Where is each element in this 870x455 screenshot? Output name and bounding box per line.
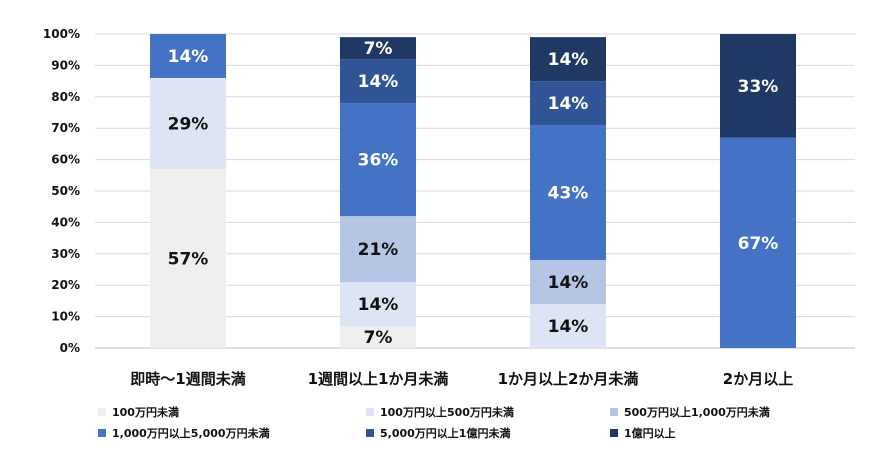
legend-label: 500万円以上1,000万円未満: [624, 405, 770, 419]
y-tick-label: 10%: [51, 310, 80, 324]
y-tick-label: 50%: [51, 184, 80, 198]
legend-label: 1,000万円以上5,000万円未満: [112, 426, 270, 440]
bar-segment: [720, 137, 796, 348]
data-label: 14%: [168, 47, 209, 67]
legend-label: 1億円以上: [624, 426, 676, 440]
data-label: 14%: [548, 50, 589, 70]
bar-segment: [530, 125, 606, 261]
x-category-label: 2か月以上: [723, 370, 793, 388]
bar-segment: [720, 34, 796, 138]
bar-segment: [340, 216, 416, 283]
legend-swatch: [366, 408, 374, 416]
bar-segment: [340, 37, 416, 60]
data-label: 29%: [168, 114, 209, 134]
bar-segment: [340, 326, 416, 348]
bar-segment: [530, 81, 606, 126]
x-category-label: 即時～1週間未満: [130, 370, 245, 388]
y-tick-label: 20%: [51, 278, 80, 292]
x-category-label: 1週間以上1か月未満: [308, 370, 449, 388]
y-tick-label: 60%: [51, 153, 80, 167]
bar-segment: [530, 304, 606, 348]
data-label: 14%: [548, 94, 589, 114]
y-tick-label: 40%: [51, 215, 80, 229]
bar-segment: [530, 37, 606, 82]
bars: [150, 34, 796, 348]
legend-label: 100万円未満: [112, 405, 179, 419]
data-label: 14%: [548, 317, 589, 337]
y-axis-ticks: 0% 10% 20% 30% 40% 50% 60% 70% 80% 90% 100%: [43, 27, 80, 355]
data-label: 33%: [738, 77, 779, 97]
data-label: 14%: [548, 273, 589, 293]
data-label: 7%: [364, 328, 393, 348]
bar-segment: [340, 103, 416, 217]
data-label: 7%: [364, 39, 393, 59]
y-tick-label: 90%: [51, 58, 80, 72]
data-label: 67%: [738, 234, 779, 254]
x-category-label: 1か月以上2か月未満: [498, 370, 639, 388]
bar-segment: [150, 34, 226, 78]
bar-segment: [150, 169, 226, 348]
data-label: 21%: [358, 240, 399, 260]
y-tick-label: 70%: [51, 121, 80, 135]
y-tick-label: 80%: [51, 90, 80, 104]
legend-swatch: [366, 429, 374, 437]
legend-swatch: [610, 429, 618, 437]
legend-label: 100万円以上500万円未満: [380, 405, 514, 419]
legend-swatch: [98, 429, 106, 437]
legend-swatch: [610, 408, 618, 416]
data-label: 43%: [548, 184, 589, 204]
legend-label: 5,000万円以上1億円未満: [380, 426, 510, 440]
x-axis-categories: 即時～1週間未満 1週間以上1か月未満 1か月以上2か月未満 2か月以上: [130, 370, 793, 388]
bar-segment: [150, 77, 226, 170]
legend-swatch: [98, 408, 106, 416]
legend: 100万円未満 100万円以上500万円未満 500万円以上1,000万円未満 1,0…: [98, 405, 770, 440]
data-label: 36%: [358, 151, 399, 171]
data-label: 14%: [358, 295, 399, 315]
bar-segment: [340, 59, 416, 104]
bar-segment: [530, 260, 606, 305]
y-tick-label: 30%: [51, 247, 80, 261]
data-labels: 57% 29% 14% 7% 14% 21% 36% 14% 7% 14% 14% 43% 14% 14%…: [168, 39, 779, 348]
y-tick-label: 0%: [60, 341, 80, 355]
y-tick-label: 100%: [43, 27, 80, 41]
data-label: 57%: [168, 250, 209, 270]
bar-segment: [340, 282, 416, 327]
data-label: 14%: [358, 72, 399, 92]
